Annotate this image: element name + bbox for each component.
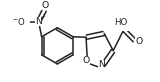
Text: O: O [135,37,143,46]
Text: N: N [35,17,42,26]
Text: +: + [41,14,46,19]
Text: HO: HO [114,18,127,27]
Text: N: N [98,60,105,69]
Text: $^{-}$O: $^{-}$O [12,16,26,27]
Text: O: O [82,56,90,65]
Text: O: O [41,1,48,10]
